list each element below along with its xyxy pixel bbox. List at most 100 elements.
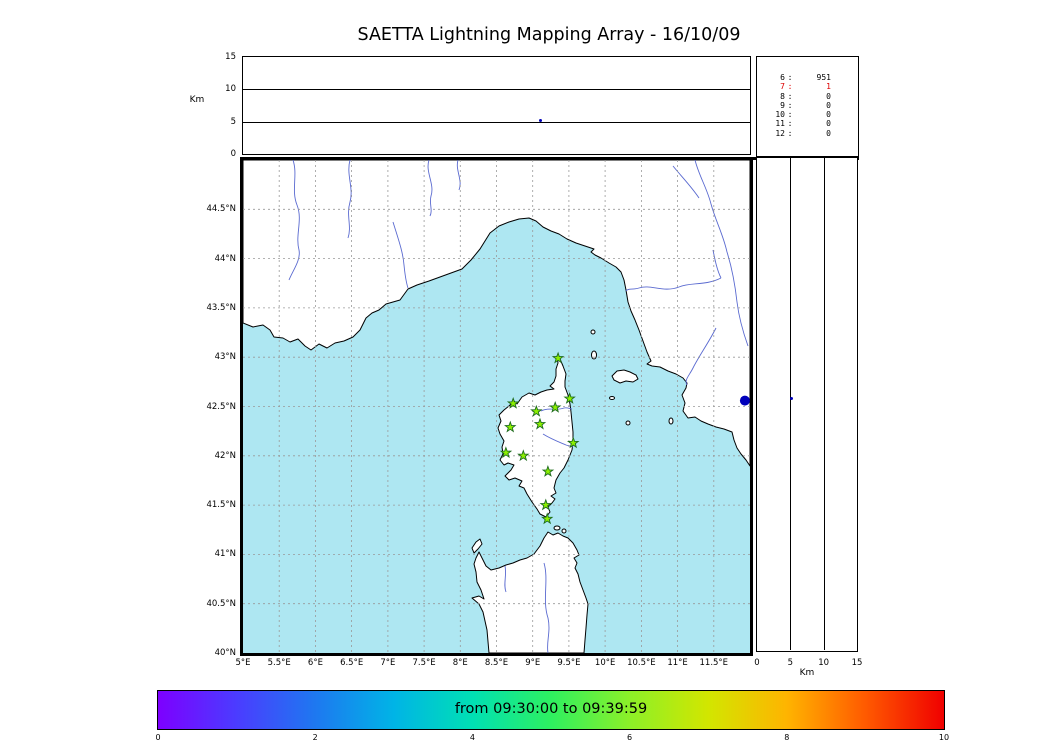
station-number-label: 10	[775, 110, 785, 120]
altitude-tick-label: 0	[230, 149, 236, 159]
altitude-gridline-right	[790, 158, 792, 650]
chart-title: SAETTA Lightning Mapping Array - 16/10/0…	[357, 25, 741, 45]
lat-tick-label: 41°N	[214, 549, 236, 560]
colorbar: from 09:30:00 to 09:39:59	[157, 690, 945, 730]
station-marker	[541, 512, 554, 525]
station-marker	[548, 400, 562, 413]
river	[685, 327, 717, 386]
corsica-coast	[497, 355, 574, 518]
source-count-value: 0	[826, 100, 831, 110]
lon-tick-label: 6.5°E	[340, 658, 364, 668]
giglio-island	[668, 417, 674, 425]
colorbar-tick-label: 10	[938, 733, 950, 742]
river	[392, 221, 409, 289]
lon-tick-label: 5°E	[235, 658, 251, 668]
station-count-row: 12: 0	[757, 129, 858, 138]
river	[288, 160, 300, 281]
station-count-row: 8: 0	[757, 92, 858, 101]
river	[543, 562, 550, 653]
altitude-tick-label-right: 15	[851, 658, 863, 668]
lon-tick-label: 7.5°E	[412, 658, 436, 668]
lon-tick-label: 8°E	[452, 658, 468, 668]
map-svg	[243, 160, 750, 653]
source-count-value: 0	[826, 128, 831, 138]
altitude-gridline	[243, 89, 750, 91]
colorbar-tick-label: 2	[312, 733, 318, 742]
station-number-label: :	[787, 110, 793, 120]
river	[694, 160, 749, 347]
lon-tick-label: 5.5°E	[267, 658, 291, 668]
lon-tick-label: 9.5°E	[557, 658, 581, 668]
altitude-tick-label: 10	[225, 84, 236, 95]
station-number-label: 6	[780, 73, 785, 82]
source-count-value: 0	[826, 110, 831, 120]
station-marker	[506, 396, 520, 409]
river	[540, 407, 573, 412]
pianosa-island	[609, 396, 615, 400]
station-number-label: :	[787, 128, 793, 138]
maddalena-island	[553, 525, 561, 531]
elba-island	[611, 369, 639, 384]
station-number-label: :	[787, 82, 793, 92]
source-point-alt-lat	[790, 396, 794, 400]
station-marker	[517, 449, 530, 462]
river	[456, 160, 461, 191]
altitude-tick-label-right: 0	[754, 658, 760, 668]
station-number-label: 9	[780, 100, 785, 110]
station-number-label: :	[787, 91, 793, 101]
gorgona-island	[590, 329, 596, 335]
altitude-tick-label: 15	[225, 52, 236, 62]
mainland-coast	[243, 160, 750, 467]
station-count-row: 11: 0	[757, 119, 858, 128]
source-point-alt-time	[538, 118, 542, 122]
station-marker	[499, 446, 513, 459]
lat-tick-label: 42.5°N	[206, 401, 236, 412]
lat-tick-label: 41.5°N	[206, 500, 236, 511]
lon-tick-label: 7°E	[380, 658, 396, 668]
altitude-tick-label-right: 10	[818, 658, 830, 668]
altitude-gridline-right	[823, 158, 825, 650]
station-marker	[566, 436, 580, 449]
source-count-value: 1	[826, 82, 831, 92]
river	[427, 160, 433, 217]
colorbar-tick-label: 0	[155, 733, 161, 742]
coastline-layer	[243, 160, 750, 653]
lat-tick-label: 44°N	[214, 253, 236, 264]
altitude-gridline	[243, 121, 750, 123]
colorbar-tick-label: 4	[469, 733, 475, 742]
lon-tick-label: 6°E	[307, 658, 323, 668]
montecristo-island	[625, 420, 631, 426]
source-count-value: 951	[816, 73, 831, 82]
maddalena-island	[561, 528, 567, 534]
station-count-panel: 6: 951 7: 1 8: 0 9: 0 10: 0 11: 0 12: 0	[756, 56, 859, 157]
colorbar-time-label: from 09:30:00 to 09:39:59	[454, 701, 648, 717]
map-gridlines	[243, 160, 750, 653]
rivers-layer	[288, 160, 749, 653]
sardinia-coast	[471, 531, 589, 653]
station-number-label: 7	[780, 82, 785, 92]
stations-layer	[499, 351, 580, 525]
altitude-axis-label: Km	[189, 95, 205, 105]
river	[712, 249, 722, 279]
lon-tick-label: 10.5°E	[627, 658, 656, 668]
capraia-island	[591, 350, 597, 360]
station-count-rows: 6: 951 7: 1 8: 0 9: 0 10: 0 11: 0 12: 0	[757, 57, 858, 138]
station-number-label: 11	[775, 119, 785, 129]
altitude-tick-label: 5	[230, 116, 236, 127]
station-count-row: 10: 0	[757, 110, 858, 119]
altitude-axis-label-right: Km	[799, 668, 815, 678]
lon-tick-label: 11°E	[667, 658, 688, 668]
source-layer	[739, 395, 750, 406]
station-marker	[551, 351, 565, 364]
lat-tick-label: 42°N	[214, 450, 236, 461]
station-marker	[530, 404, 543, 417]
asinara-island	[471, 538, 483, 554]
altitude-time-panel	[242, 56, 751, 155]
altitude-tick-label-right: 5	[787, 658, 794, 668]
river	[672, 165, 700, 199]
station-number-label: 12	[775, 128, 785, 138]
station-count-row: 7: 1	[757, 82, 858, 91]
source-count-value: 0	[826, 91, 831, 101]
altitude-lat-panel	[756, 157, 858, 652]
colorbar-tick-label: 8	[784, 733, 790, 742]
